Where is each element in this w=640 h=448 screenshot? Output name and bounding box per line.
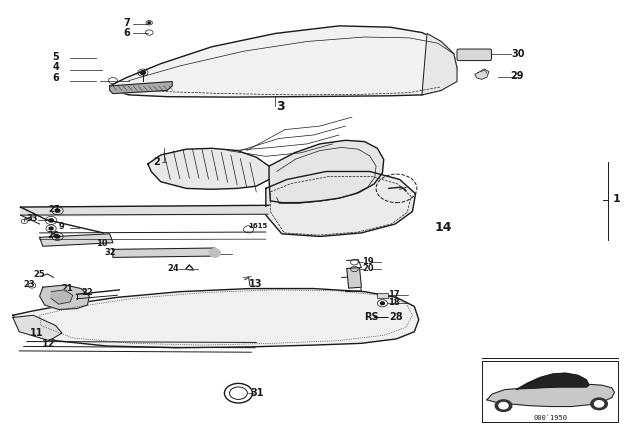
Text: 000`1950: 000`1950 xyxy=(534,415,568,421)
Text: 21: 21 xyxy=(61,284,73,293)
Circle shape xyxy=(591,398,607,409)
Circle shape xyxy=(49,219,53,222)
Text: 4: 4 xyxy=(52,62,59,72)
Polygon shape xyxy=(266,172,415,237)
Polygon shape xyxy=(475,69,489,79)
Text: 6: 6 xyxy=(52,73,59,83)
Text: 13: 13 xyxy=(248,279,262,289)
Text: 26: 26 xyxy=(47,231,59,240)
Polygon shape xyxy=(109,82,172,94)
Ellipse shape xyxy=(209,249,221,258)
Text: 18: 18 xyxy=(388,298,399,307)
Text: 30: 30 xyxy=(511,49,525,59)
Polygon shape xyxy=(109,26,457,97)
Polygon shape xyxy=(269,140,384,202)
Text: 8: 8 xyxy=(209,249,215,258)
Circle shape xyxy=(381,302,385,305)
Text: 5: 5 xyxy=(52,52,59,61)
FancyBboxPatch shape xyxy=(457,49,492,60)
Text: 19: 19 xyxy=(362,257,374,266)
Circle shape xyxy=(495,400,512,411)
Text: 33: 33 xyxy=(27,214,38,223)
Polygon shape xyxy=(516,373,589,390)
Text: 10: 10 xyxy=(96,239,108,248)
Text: 20: 20 xyxy=(362,264,374,273)
Circle shape xyxy=(499,402,508,409)
Circle shape xyxy=(595,401,604,407)
Text: 23: 23 xyxy=(24,280,35,289)
Circle shape xyxy=(148,22,150,24)
Text: 11: 11 xyxy=(30,328,44,338)
Polygon shape xyxy=(51,290,73,304)
Circle shape xyxy=(55,235,60,238)
Polygon shape xyxy=(148,148,269,189)
Text: 17: 17 xyxy=(388,290,399,299)
Text: 25: 25 xyxy=(33,270,45,279)
Polygon shape xyxy=(487,384,614,406)
Text: 7: 7 xyxy=(124,18,131,28)
Text: 24: 24 xyxy=(167,264,179,273)
Polygon shape xyxy=(40,234,113,246)
Circle shape xyxy=(140,71,145,74)
Polygon shape xyxy=(347,267,362,288)
Text: 29: 29 xyxy=(510,71,524,81)
Circle shape xyxy=(49,227,53,230)
Polygon shape xyxy=(40,285,90,310)
Text: 9: 9 xyxy=(59,222,65,231)
Polygon shape xyxy=(13,289,419,348)
Text: 2: 2 xyxy=(153,157,160,167)
Text: 31: 31 xyxy=(250,388,264,398)
Text: 1: 1 xyxy=(613,194,621,204)
Text: 1615: 1615 xyxy=(248,223,268,229)
Text: –: – xyxy=(382,312,387,322)
Text: 6: 6 xyxy=(124,28,131,38)
Text: 22: 22 xyxy=(81,288,93,297)
Text: 32: 32 xyxy=(104,248,116,257)
Text: 12: 12 xyxy=(42,339,55,349)
Polygon shape xyxy=(113,248,215,258)
Polygon shape xyxy=(13,315,62,340)
FancyBboxPatch shape xyxy=(377,293,388,298)
Text: 27: 27 xyxy=(49,205,60,214)
Text: 3: 3 xyxy=(276,99,285,112)
Polygon shape xyxy=(20,205,269,216)
Circle shape xyxy=(55,209,60,212)
Polygon shape xyxy=(422,34,457,95)
Text: 28: 28 xyxy=(389,312,403,322)
Text: RS: RS xyxy=(365,312,380,322)
Text: 14: 14 xyxy=(435,221,452,234)
